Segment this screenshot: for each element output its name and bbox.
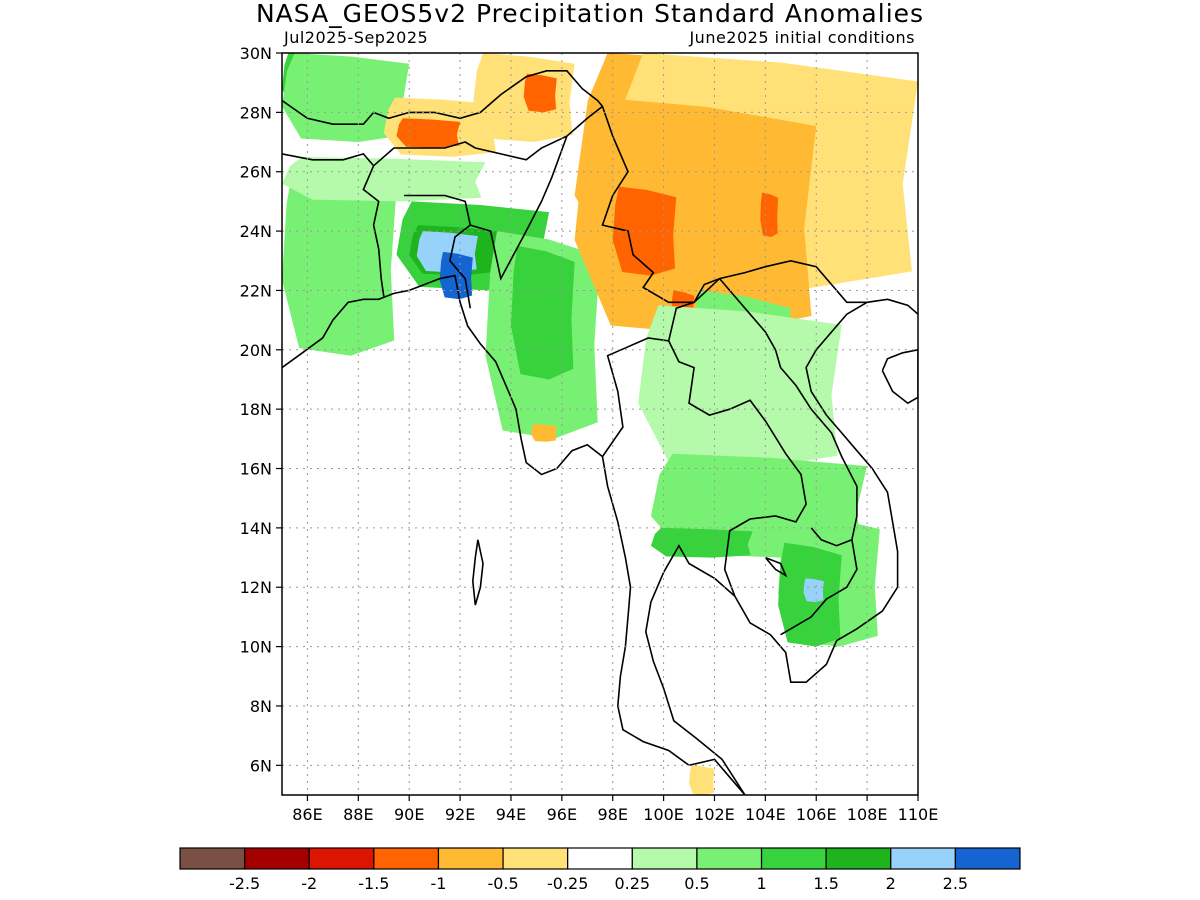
lon-tick-label: 106E [796, 805, 837, 824]
colorbar-swatch [179, 847, 246, 870]
colorbar-label: 0.25 [614, 874, 650, 893]
coastline-12 [475, 105, 603, 161]
coastline-0 [282, 274, 746, 795]
colorbar-swatch [373, 847, 440, 870]
colorbar-label: -0.5 [487, 874, 518, 893]
colorbar-label: -2.5 [229, 874, 260, 893]
colorbar-label: 1.5 [813, 874, 838, 893]
lon-tick-label: 86E [292, 805, 322, 824]
coastline-10 [362, 165, 385, 297]
colorbar-label: -2 [301, 874, 317, 893]
coastline-2 [881, 348, 918, 405]
map-title: NASA_GEOS5v2 Precipitation Standard Anom… [255, 0, 925, 28]
lon-tick-label: 94E [496, 805, 526, 824]
colorbar-swatch [825, 847, 892, 870]
lat-tick-label: 10N [240, 638, 272, 657]
colorbar-swatch [890, 847, 956, 870]
colorbar-label: 0.5 [684, 874, 709, 893]
lat-tick-label: 12N [240, 578, 272, 597]
coastline-5 [718, 278, 858, 547]
anomaly-region-17 [612, 186, 677, 276]
lat-tick-label: 18N [240, 400, 272, 419]
coastline-14 [471, 539, 484, 606]
colorbar-swatch [502, 847, 569, 870]
anomaly-region-26 [803, 578, 824, 603]
colorbar-swatch [244, 847, 310, 870]
anomaly-region-1 [282, 156, 486, 202]
lon-tick-label: 96E [547, 805, 577, 824]
lat-tick-label: 30N [240, 44, 272, 63]
lat-tick-label: 14N [240, 519, 272, 538]
lat-tick-label: 8N [250, 697, 272, 716]
coastline-13 [470, 135, 568, 281]
longitude-axis: 86E 88E 90E 92E 94E 96E 98E 100E 102E 104E 106E 108… [292, 795, 938, 824]
anomaly-region-27 [531, 424, 557, 442]
colorbar-label: -0.25 [547, 874, 588, 893]
lon-tick-label: 88E [343, 805, 373, 824]
anomaly-region-12 [472, 53, 575, 142]
lon-tick-label: 100E [643, 805, 684, 824]
colorbar-label: -1.5 [358, 874, 389, 893]
colorbar-label: 1 [756, 874, 766, 893]
colorbar-label: -1 [430, 874, 446, 893]
coastline-8 [282, 70, 604, 125]
lon-tick-label: 110E [898, 805, 939, 824]
forecast-period: Jul2025-Sep2025 [284, 28, 429, 47]
coastline-1 [644, 298, 918, 795]
colorbar-swatch [567, 847, 633, 870]
coastline-6 [780, 539, 858, 636]
lon-tick-label: 102E [694, 805, 735, 824]
anomaly-region-5 [439, 251, 473, 300]
anomaly-fill-layer [282, 53, 918, 795]
lat-tick-label: 16N [240, 460, 272, 479]
anomaly-region-16 [574, 97, 817, 335]
colorbar-label: 2.5 [943, 874, 968, 893]
lon-tick-label: 104E [745, 805, 786, 824]
anomaly-region-7 [511, 245, 575, 380]
colorbar-swatch [437, 847, 504, 870]
coastline-layer [282, 70, 918, 795]
initial-conditions: June2025 initial conditions [689, 28, 915, 47]
anomaly-region-0 [282, 165, 397, 356]
anomaly-region-11 [396, 118, 461, 148]
lon-tick-label: 98E [597, 805, 627, 824]
coastline-7 [601, 106, 868, 304]
colorbar-swatch [308, 847, 375, 870]
lat-tick-label: 20N [240, 341, 272, 360]
colorbar-swatch [631, 847, 698, 870]
lat-tick-label: 6N [250, 756, 272, 775]
anomaly-region-13 [523, 73, 557, 113]
plot-frame [281, 52, 919, 796]
colorbar-swatch [696, 847, 763, 870]
latitude-axis: 30N 28N 26N 24N 22N 20N 18N 16N 14N 12N 10N 8N 6N [240, 44, 282, 775]
colorbar-swatch [760, 847, 827, 870]
coastline-15 [764, 556, 788, 578]
coastline-4 [667, 340, 807, 597]
anomaly-region-21 [638, 305, 842, 469]
colorbar-swatch [954, 847, 1021, 870]
lat-tick-label: 28N [240, 103, 272, 122]
lat-tick-label: 24N [240, 222, 272, 241]
colorbar: -2.5 -2 -1.5 -1 -0.5 -0.25 0.25 0.5 1 1.5 2 2.5 [179, 847, 1021, 893]
coastline-9 [282, 141, 476, 167]
anomaly-region-28 [689, 765, 715, 795]
lat-tick-label: 22N [240, 281, 272, 300]
lon-tick-label: 90E [394, 805, 424, 824]
lat-tick-label: 26N [240, 163, 272, 182]
lon-tick-label: 108E [847, 805, 888, 824]
lon-tick-label: 92E [445, 805, 475, 824]
anomaly-region-23 [650, 527, 753, 558]
colorbar-label: 2 [886, 874, 896, 893]
coastline-3 [601, 277, 720, 458]
anomaly-region-18 [760, 192, 779, 237]
